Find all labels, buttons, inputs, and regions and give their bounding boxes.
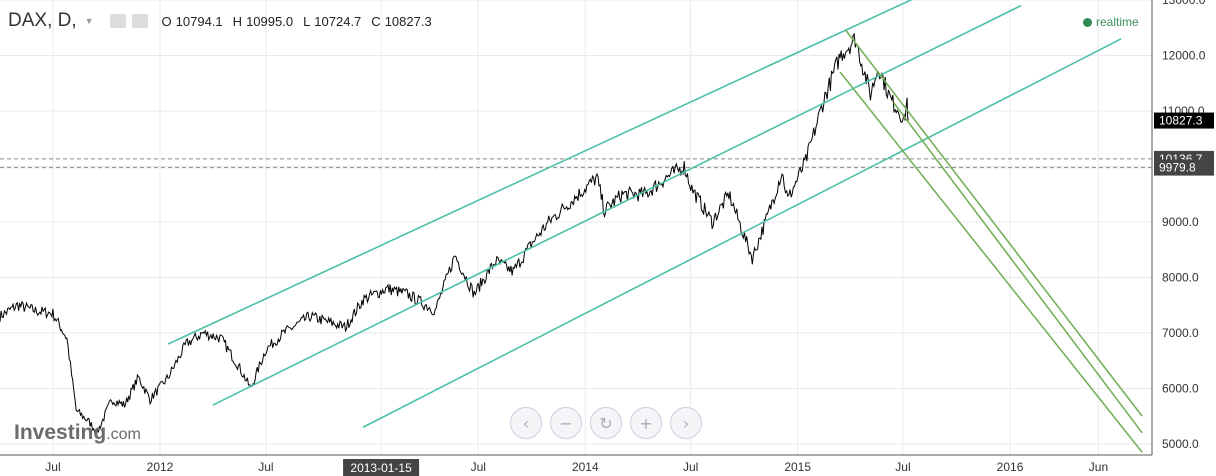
pitchfork-line-lower xyxy=(839,71,1143,453)
reset-button[interactable]: ↻ xyxy=(590,407,622,439)
close-label: C xyxy=(371,13,381,29)
x-tick-label-highlight: 2013-01-15 xyxy=(350,461,412,475)
channel-line-middle xyxy=(212,4,1022,406)
y-tick-label: 12000.0 xyxy=(1162,48,1206,62)
high-label: H xyxy=(232,13,243,29)
pitchfork-line-middle xyxy=(893,102,1143,434)
realtime-indicator: realtime xyxy=(1083,15,1139,29)
channel-line-upper xyxy=(167,0,913,345)
x-tick-label: Jul xyxy=(258,460,273,474)
pitchfork-line-upper xyxy=(845,30,1143,417)
y-tick-label: 13000.0 xyxy=(1162,0,1206,7)
y-tick-label: 5000.0 xyxy=(1162,437,1199,451)
x-tick-label: Jul xyxy=(471,460,486,474)
realtime-label: realtime xyxy=(1096,15,1139,29)
x-tick-label: 2016 xyxy=(997,460,1024,474)
x-tick-highlight-box xyxy=(343,459,420,476)
open-value: 10794.1 xyxy=(175,13,223,29)
realtime-dot-icon xyxy=(1083,17,1092,27)
price-line xyxy=(0,32,909,436)
gear-icon[interactable] xyxy=(131,14,148,28)
x-tick-label: 2014 xyxy=(572,460,599,474)
price-tag-label: 9979.8 xyxy=(1159,161,1196,175)
x-tick-label: Jul xyxy=(895,460,910,474)
y-tick-label: 6000.0 xyxy=(1162,381,1199,395)
low-label: L xyxy=(303,13,311,29)
investing-logo: Investing.com xyxy=(14,421,141,445)
zoom-in-button[interactable]: + xyxy=(630,407,662,439)
scroll-left-button[interactable]: ‹ xyxy=(510,407,542,439)
eye-icon[interactable] xyxy=(109,14,126,28)
zoom-controls: ‹ − ↻ + › xyxy=(510,407,702,439)
x-tick-label: Jul xyxy=(45,460,60,474)
symbol-title[interactable]: DAX, D, xyxy=(8,10,77,31)
channel-line-lower xyxy=(362,38,1122,428)
y-tick-label: 7000.0 xyxy=(1162,326,1199,340)
chevron-down-icon[interactable]: ▼ xyxy=(84,16,94,26)
y-tick-label: 9000.0 xyxy=(1162,215,1199,229)
price-tag-label: 10827.3 xyxy=(1159,114,1203,128)
high-value: 10995.0 xyxy=(246,13,294,29)
price-tag-box xyxy=(1154,159,1214,176)
scroll-right-button[interactable]: › xyxy=(670,407,702,439)
close-value: 10827.3 xyxy=(384,13,432,29)
low-value: 10724.7 xyxy=(314,13,362,29)
price-tag-box xyxy=(1154,112,1214,129)
legend: DAX, D, ▼ O 10794.1 H 10995.0 L 10724.7 … xyxy=(8,10,432,32)
zoom-out-button[interactable]: − xyxy=(550,407,582,439)
ohlc-values: O 10794.1 H 10995.0 L 10724.7 C 10827.3 xyxy=(162,14,432,29)
logo-domain: .com xyxy=(106,426,141,443)
logo-brand: Investing xyxy=(14,421,107,444)
open-label: O xyxy=(161,13,172,29)
x-tick-label: Jul xyxy=(683,460,698,474)
x-tick-label: 2012 xyxy=(147,460,174,474)
y-tick-label: 8000.0 xyxy=(1162,270,1199,284)
x-tick-label: 2015 xyxy=(784,460,811,474)
x-tick-label: Jun xyxy=(1089,460,1108,474)
